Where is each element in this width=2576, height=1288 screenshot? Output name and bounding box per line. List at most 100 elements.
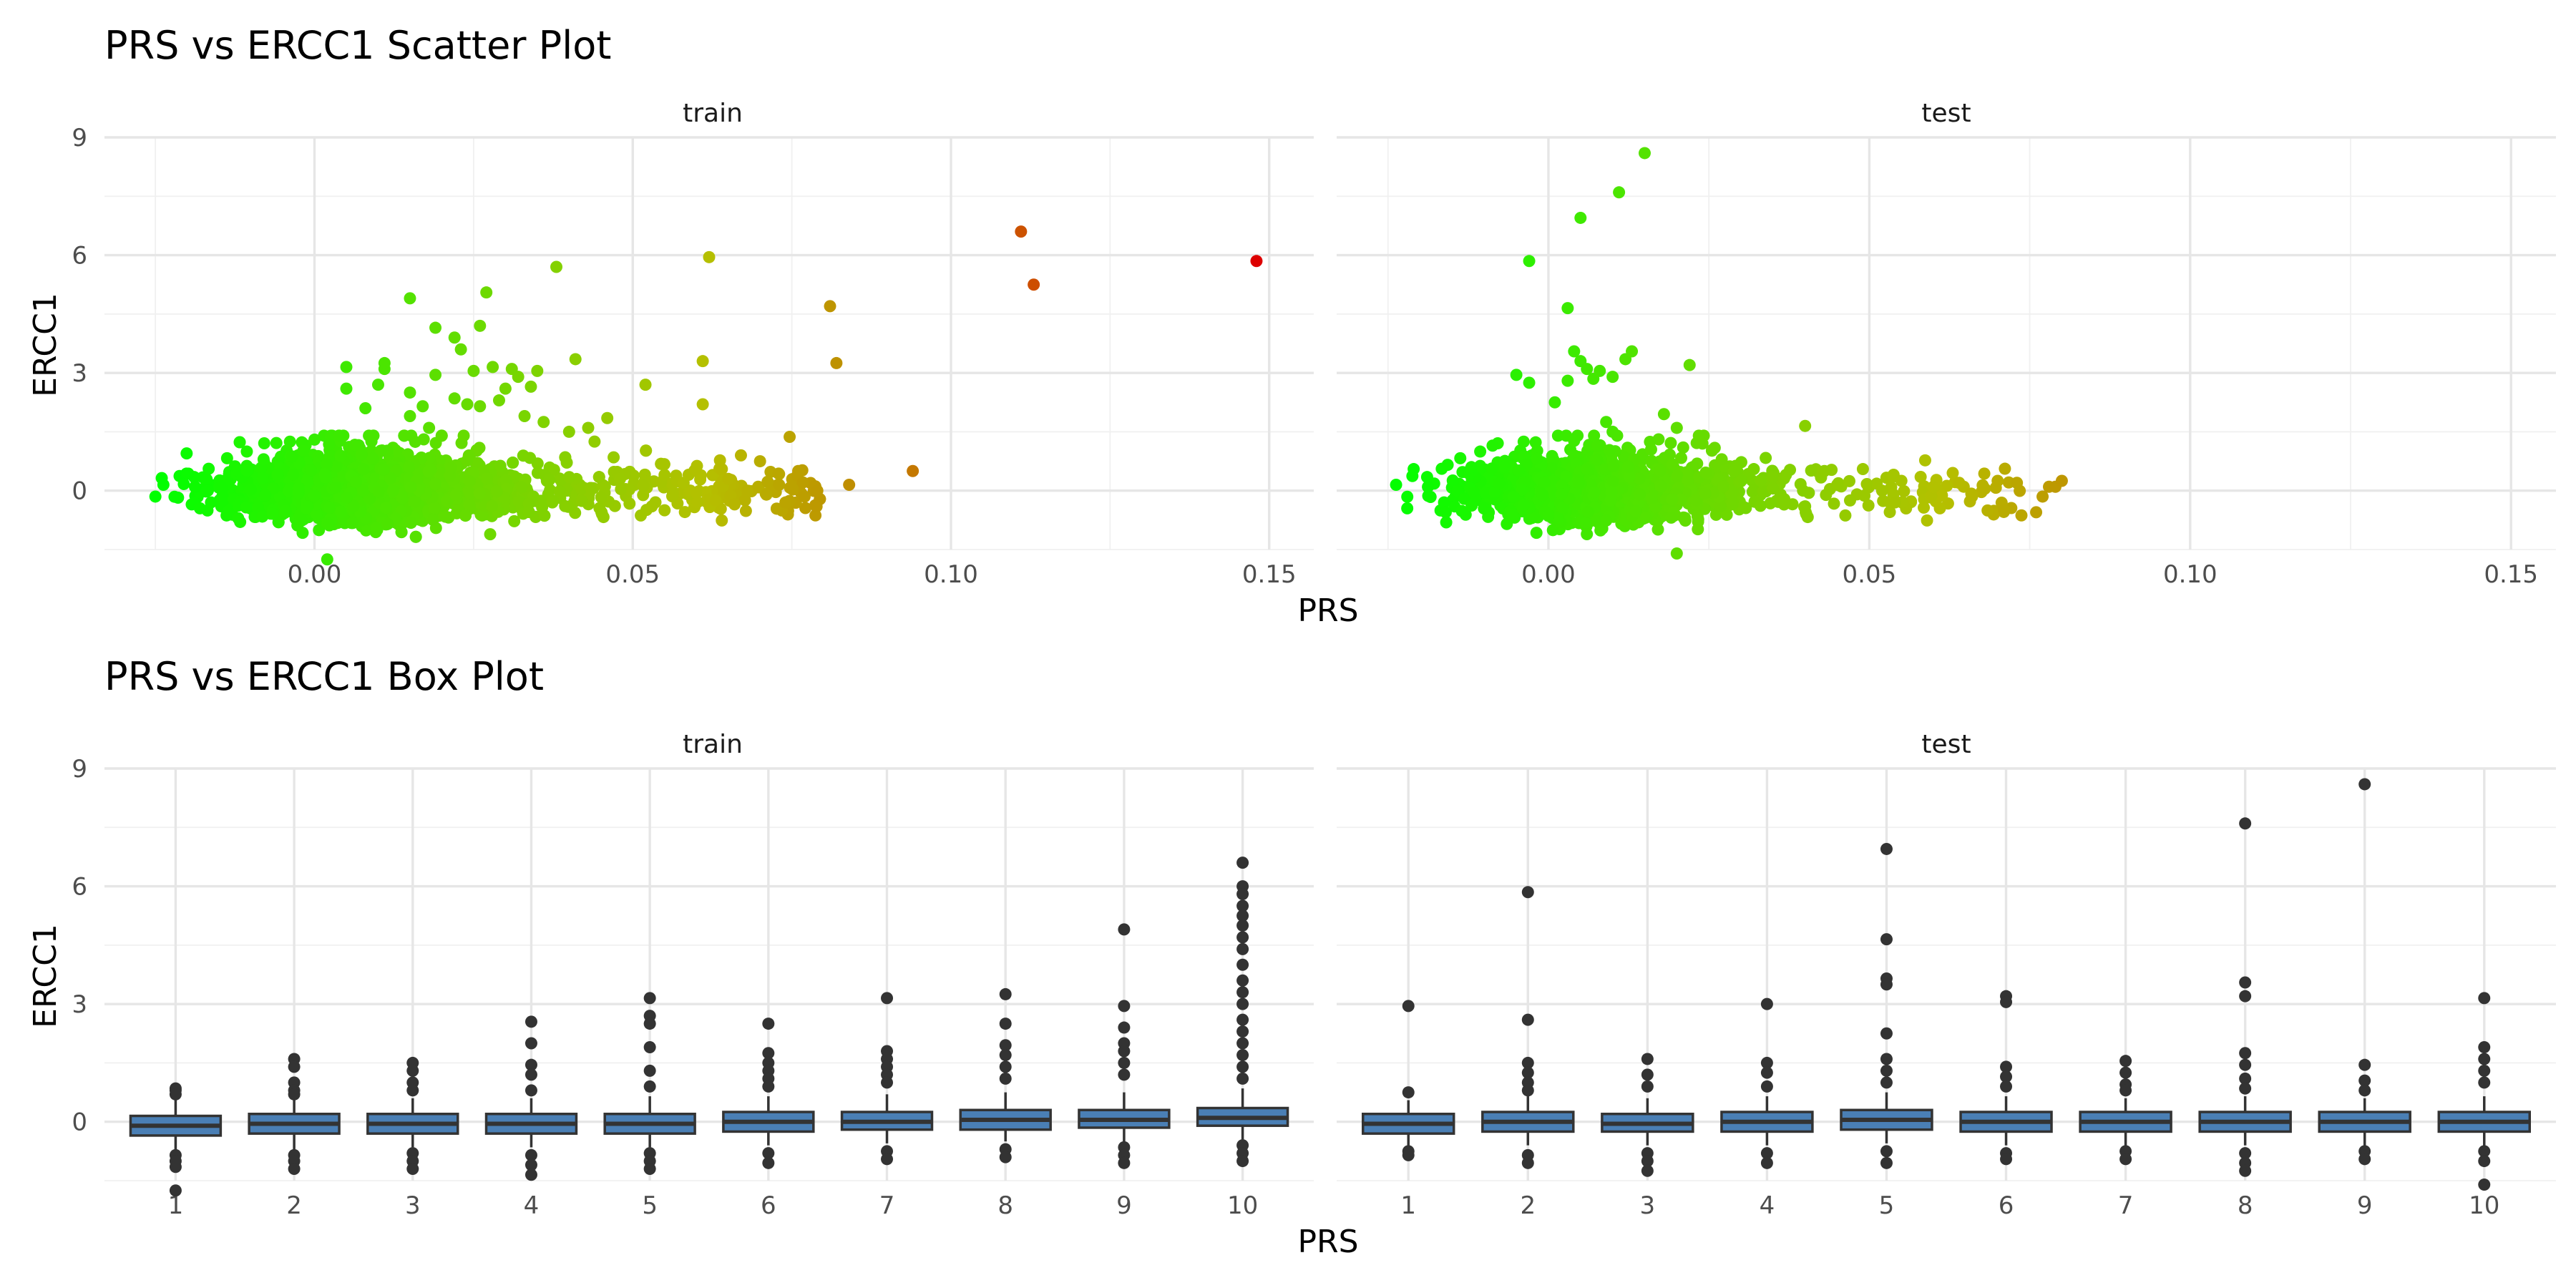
box-outlier (762, 1080, 775, 1093)
scatter-point (639, 379, 652, 391)
box-x-tick-label: 7 (879, 1191, 895, 1220)
scatter-point (473, 487, 486, 499)
box-outlier (1118, 923, 1131, 936)
box-outlier (1641, 1164, 1654, 1177)
scatter-point (484, 528, 497, 541)
box-group (2437, 992, 2531, 1191)
scatter-y-axis-title: ERCC1 (27, 293, 64, 397)
box-group (603, 992, 696, 1176)
box-outlier (1641, 1053, 1654, 1065)
scatter-point (244, 483, 257, 496)
scatter-point (1546, 524, 1559, 537)
scatter-x-axis-title: PRS (1297, 592, 1358, 629)
scatter-point (1914, 471, 1927, 484)
box-outlier (1760, 1080, 1773, 1093)
scatter-point (480, 472, 493, 485)
scatter-point (1613, 186, 1626, 199)
box-outlier (1118, 1045, 1131, 1058)
scatter-point (1740, 502, 1752, 514)
box-x-tick-label: 4 (524, 1191, 540, 1220)
box-outlier (1118, 1000, 1131, 1013)
scatter-point (761, 475, 774, 488)
scatter-point (240, 445, 253, 458)
scatter-x-tick-label: 0.05 (1843, 560, 1897, 589)
box-outlier (2239, 1072, 2252, 1085)
box-group (2079, 1055, 2172, 1166)
scatter-point (1754, 499, 1767, 512)
scatter-point (457, 429, 470, 442)
scatter-point (1714, 499, 1727, 512)
box-group (722, 1018, 815, 1169)
scatter-point (1767, 470, 1780, 483)
scatter-point (1401, 490, 1414, 503)
box-y-tick-label: 9 (72, 755, 87, 784)
scatter-point (320, 458, 333, 471)
scatter-point (1455, 504, 1468, 517)
scatter-x-tick-label: 0.00 (288, 560, 342, 589)
scatter-point (1568, 434, 1581, 447)
scatter-point (1764, 497, 1777, 509)
box-outlier (1236, 942, 1249, 955)
scatter-point (666, 486, 679, 499)
scatter-point (499, 382, 512, 395)
scatter-point (658, 504, 671, 517)
box-x-tick-label: 6 (1999, 1191, 2014, 1220)
scatter-point (1513, 464, 1526, 477)
scatter-point (459, 509, 472, 522)
scatter-point (1556, 501, 1569, 514)
box-group (1196, 857, 1289, 1168)
scatter-point (1523, 255, 1536, 268)
scatter-point (1760, 452, 1772, 464)
box-outlier (2478, 1155, 2491, 1168)
scatter-point (222, 504, 235, 517)
scatter-point (1979, 482, 1991, 495)
scatter-point (677, 477, 690, 489)
scatter-point (182, 467, 195, 480)
scatter-point (1401, 502, 1414, 514)
box-outlier (288, 1163, 301, 1176)
box-outlier (2239, 990, 2252, 1002)
scatter-point (1518, 499, 1531, 512)
scatter-point (215, 480, 228, 493)
box-outlier (2000, 1153, 2013, 1166)
scatter-point (728, 498, 741, 511)
scatter-point (374, 444, 387, 457)
scatter-point (366, 452, 379, 465)
scatter-point (716, 463, 728, 476)
scatter-point (1925, 489, 1938, 502)
scatter-point (1828, 497, 1840, 510)
scatter-point (240, 501, 253, 514)
box-y-tick-label: 0 (72, 1108, 87, 1137)
scatter-point (1591, 453, 1604, 466)
box-outlier (1236, 888, 1249, 901)
scatter-point (696, 355, 709, 368)
scatter-point (1639, 511, 1652, 524)
scatter-point (1633, 488, 1646, 501)
scatter-point (792, 464, 805, 477)
box-outlier (2239, 817, 2252, 830)
box-outlier (1236, 857, 1249, 869)
scatter-point (582, 421, 595, 434)
scatter-point (321, 553, 333, 566)
scatter-point (423, 421, 436, 434)
box-outlier (2478, 1040, 2491, 1053)
scatter-point (1606, 475, 1619, 488)
scatter-point (279, 504, 292, 517)
scatter-point (494, 459, 507, 472)
box-outlier (1880, 1156, 1893, 1169)
scatter-point (1603, 444, 1616, 457)
box-outlier (2000, 1060, 2013, 1073)
scatter-point (1978, 467, 1991, 480)
box-x-tick-label: 9 (2357, 1191, 2373, 1220)
scatter-point (474, 400, 487, 413)
scatter-panel-test: test 0.00 0.05 0.10 0.15 (1337, 99, 2556, 589)
scatter-point (522, 505, 535, 518)
scatter-point (1465, 499, 1478, 512)
scatter-y-tick-label: 0 (72, 477, 87, 506)
scatter-point (346, 517, 359, 530)
box-outlier (1521, 1056, 1534, 1069)
box-outlier (2478, 1145, 2491, 1158)
box-outlier (525, 1084, 537, 1097)
box-outlier (1236, 1048, 1249, 1061)
scatter-point (1755, 474, 1767, 487)
